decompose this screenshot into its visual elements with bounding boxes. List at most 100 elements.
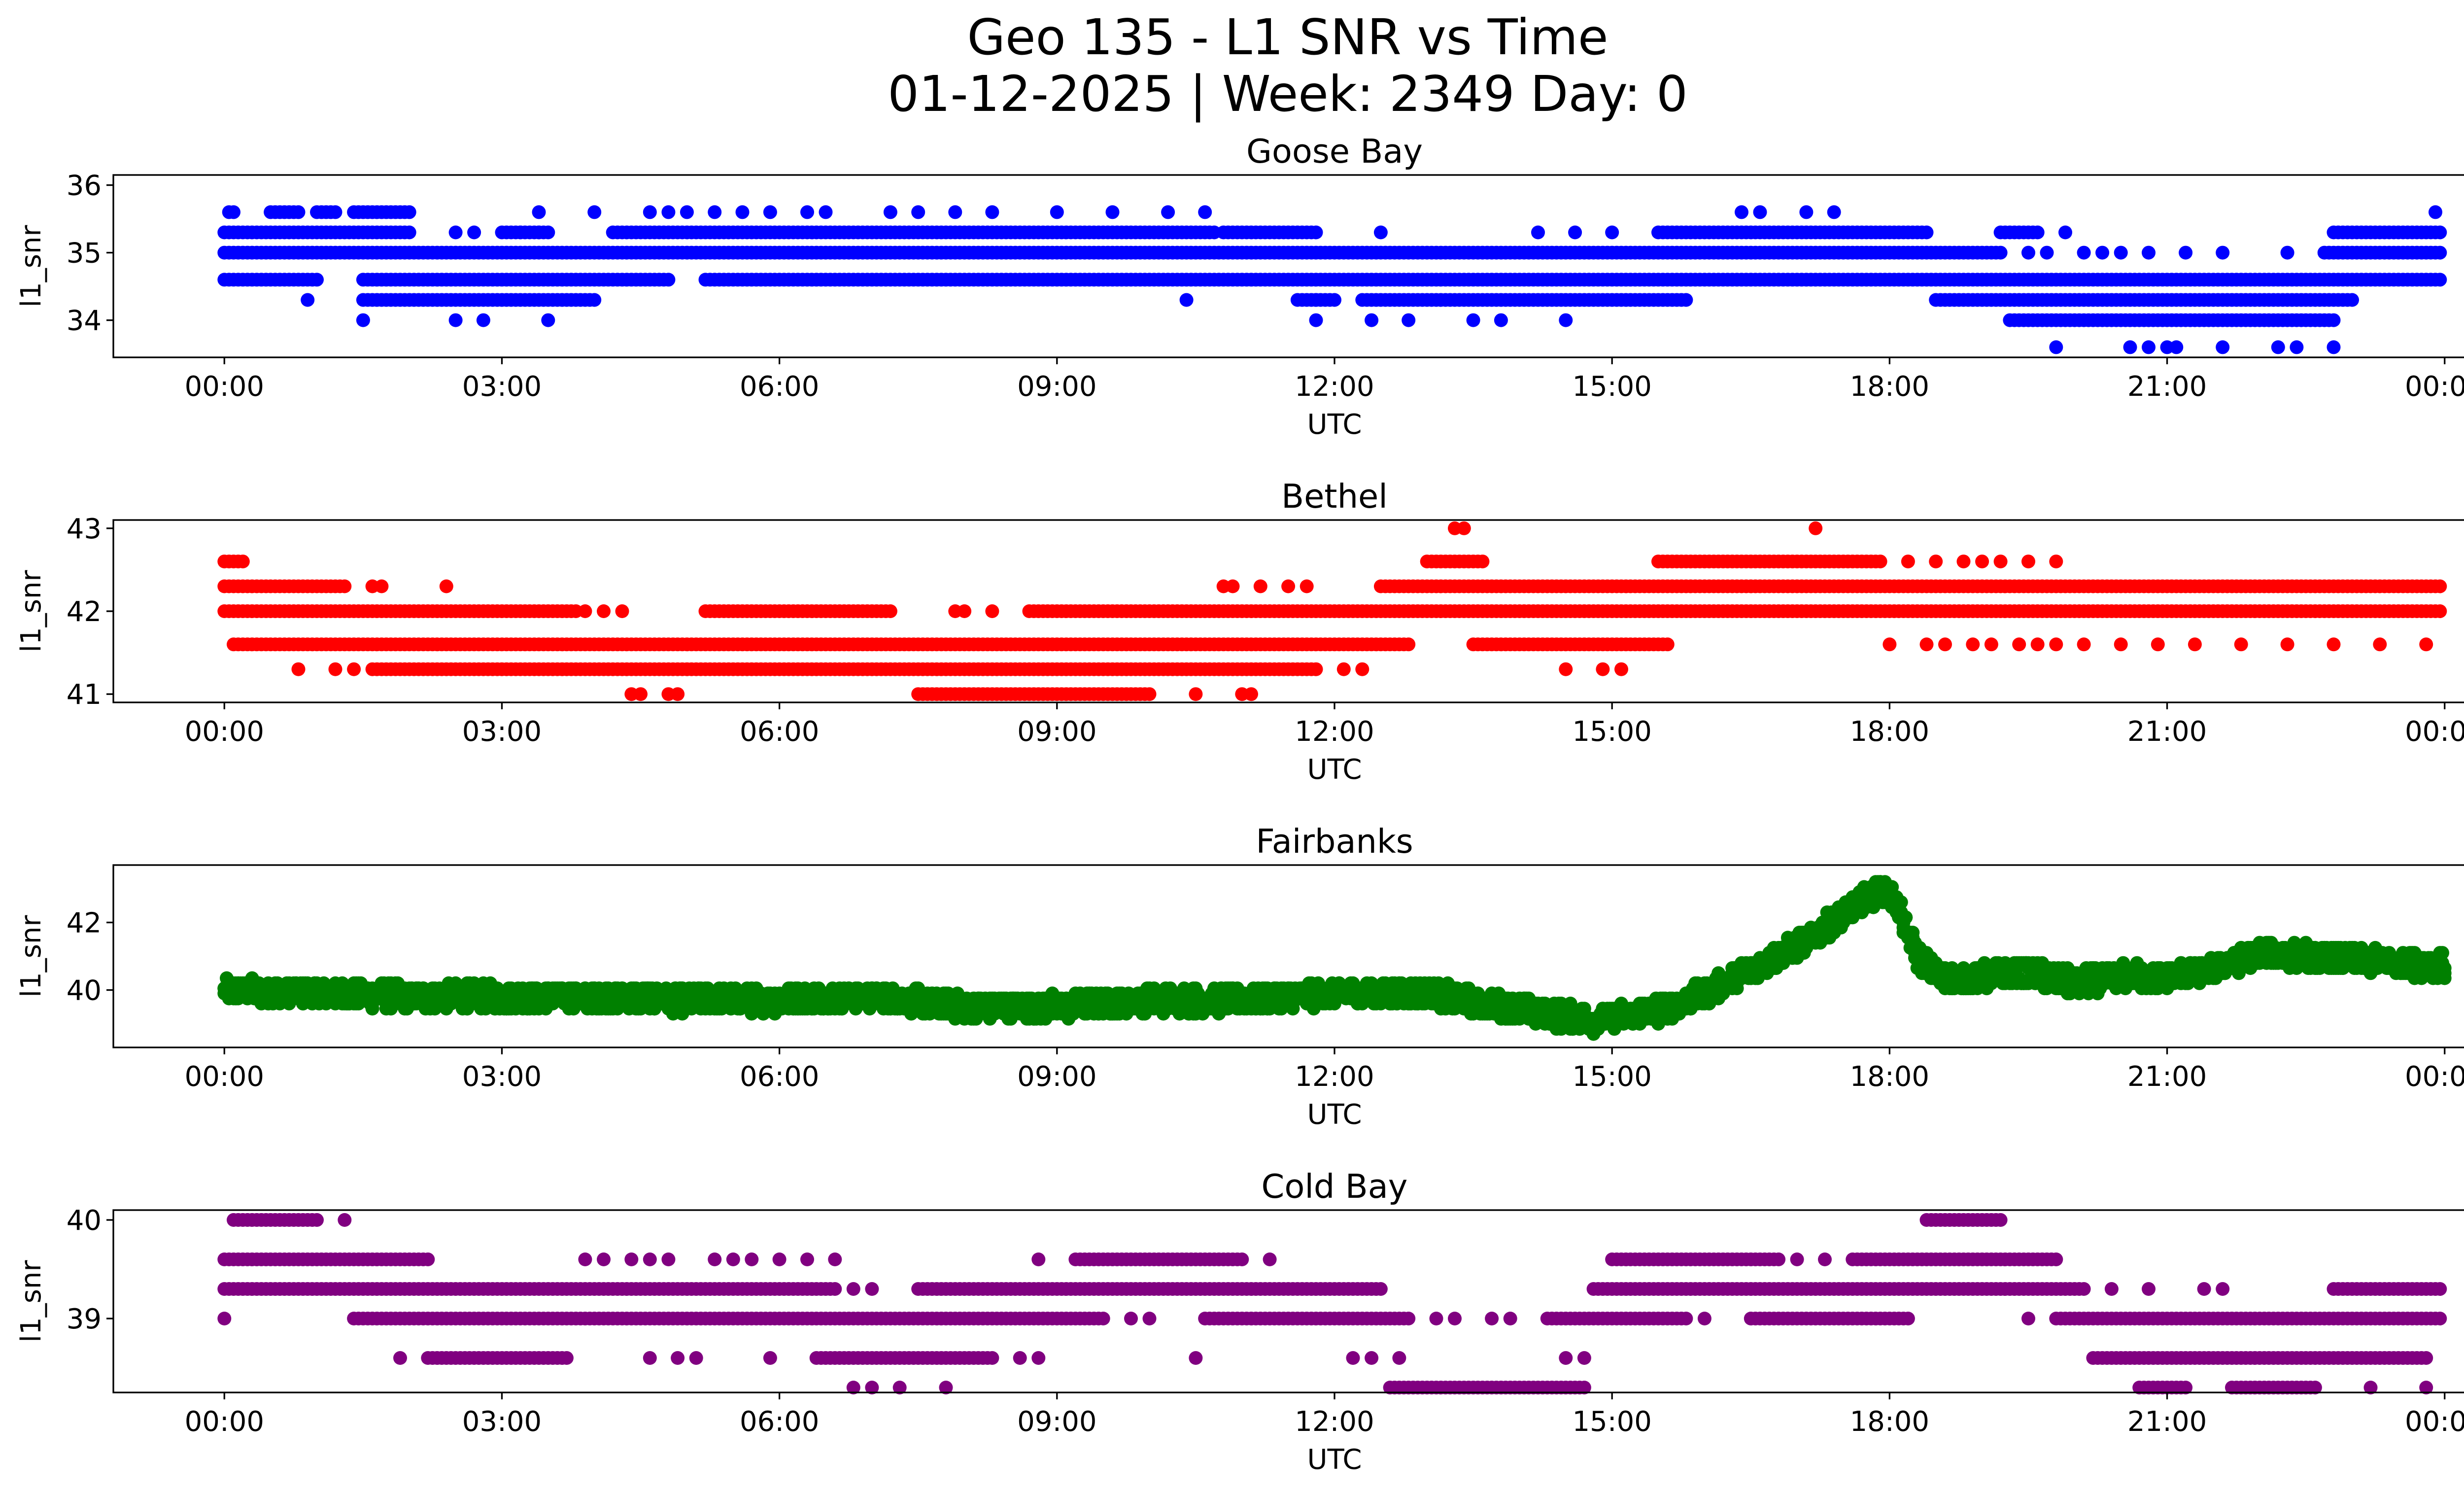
data-point <box>883 205 897 219</box>
data-point <box>291 662 306 676</box>
data-point <box>2327 313 2341 327</box>
data-point <box>708 205 722 219</box>
data-point <box>911 205 925 219</box>
data-point <box>587 293 602 307</box>
data-point <box>1328 293 1341 307</box>
data-point <box>2114 245 2128 260</box>
x-tick-label: 15:00 <box>1572 716 1651 748</box>
x-tick-label: 00:00 <box>185 716 264 748</box>
data-point <box>1142 687 1157 701</box>
data-point <box>2216 245 2230 260</box>
data-point <box>541 313 555 327</box>
data-point <box>597 604 611 618</box>
data-point <box>1559 662 1573 676</box>
data-point <box>1873 555 1887 569</box>
subplot-title: Goose Bay <box>1246 132 1423 171</box>
data-point <box>1827 205 1841 219</box>
data-point <box>1300 579 1314 593</box>
data-point <box>1189 687 1203 701</box>
subplot-title: Bethel <box>1281 477 1388 516</box>
data-point <box>2142 245 2156 260</box>
data-point <box>958 604 972 618</box>
data-point <box>347 662 361 676</box>
data-point <box>2433 245 2447 260</box>
data-point <box>2234 637 2248 652</box>
data-point <box>2151 637 2165 652</box>
data-point <box>2216 340 2230 354</box>
x-tick-label: 00:00 <box>2405 371 2464 403</box>
data-point <box>301 293 315 307</box>
y-tick-label: 43 <box>67 513 102 545</box>
data-point <box>1660 637 1675 652</box>
data-point <box>1901 555 1915 569</box>
data-point <box>375 579 389 593</box>
x-tick-label: 12:00 <box>1295 371 1374 403</box>
data-point <box>532 205 546 219</box>
data-point <box>1799 205 1814 219</box>
data-point <box>1753 205 1767 219</box>
x-tick-label: 00:00 <box>2405 716 2464 748</box>
data-point <box>661 273 676 287</box>
data-point <box>402 205 416 219</box>
x-tick-label: 03:00 <box>462 716 542 748</box>
data-point <box>800 205 814 219</box>
data-point <box>985 205 999 219</box>
data-point <box>1679 293 1693 307</box>
data-point <box>2327 340 2341 354</box>
figure-title-line-2: 01-12-2025 | Week: 2349 Day: 0 <box>888 65 1687 123</box>
data-point <box>448 225 463 240</box>
x-tick-label: 06:00 <box>740 371 819 403</box>
data-point <box>2077 245 2091 260</box>
data-point <box>1226 579 1240 593</box>
data-point <box>1993 555 2008 569</box>
data-point <box>2169 340 2184 354</box>
data-point <box>1309 662 1323 676</box>
data-point <box>643 205 657 219</box>
data-point <box>2429 205 2442 219</box>
y-tick-label: 41 <box>67 679 102 711</box>
y-tick-label: 34 <box>67 305 102 337</box>
x-axis-label: UTC <box>1307 754 1362 786</box>
data-point <box>661 205 676 219</box>
data-point <box>587 205 602 219</box>
data-point <box>2030 225 2045 240</box>
data-point <box>2058 225 2072 240</box>
data-point <box>2433 604 2447 618</box>
data-point <box>2040 245 2054 260</box>
data-point <box>1919 225 1934 240</box>
data-point <box>448 313 463 327</box>
data-point <box>735 205 750 219</box>
data-point <box>763 205 777 219</box>
x-tick-label: 06:00 <box>740 716 819 748</box>
data-point <box>338 579 352 593</box>
data-point <box>2419 637 2433 652</box>
x-tick-label: 12:00 <box>1295 716 1374 748</box>
data-point <box>634 687 648 701</box>
data-point <box>1457 521 1471 535</box>
data-point <box>1475 555 1490 569</box>
data-point <box>402 225 416 240</box>
x-tick-label: 09:00 <box>1017 371 1096 403</box>
y-tick-label: 36 <box>67 170 102 202</box>
data-point <box>1614 662 1628 676</box>
data-points <box>217 205 2447 354</box>
data-point <box>2345 293 2359 307</box>
data-point <box>1993 245 2008 260</box>
data-point <box>1984 637 1998 652</box>
data-point <box>615 604 629 618</box>
data-point <box>1605 225 1619 240</box>
data-point <box>2188 637 2202 652</box>
data-point <box>2021 245 2035 260</box>
data-point <box>1179 293 1194 307</box>
x-tick-label: 00:00 <box>185 371 264 403</box>
data-point <box>1966 637 1980 652</box>
data-point <box>1402 637 1416 652</box>
data-point <box>2290 340 2304 354</box>
x-tick-label: 15:00 <box>1572 371 1651 403</box>
data-point <box>291 205 306 219</box>
data-point <box>476 313 490 327</box>
data-point <box>2114 637 2128 652</box>
data-point <box>578 604 592 618</box>
